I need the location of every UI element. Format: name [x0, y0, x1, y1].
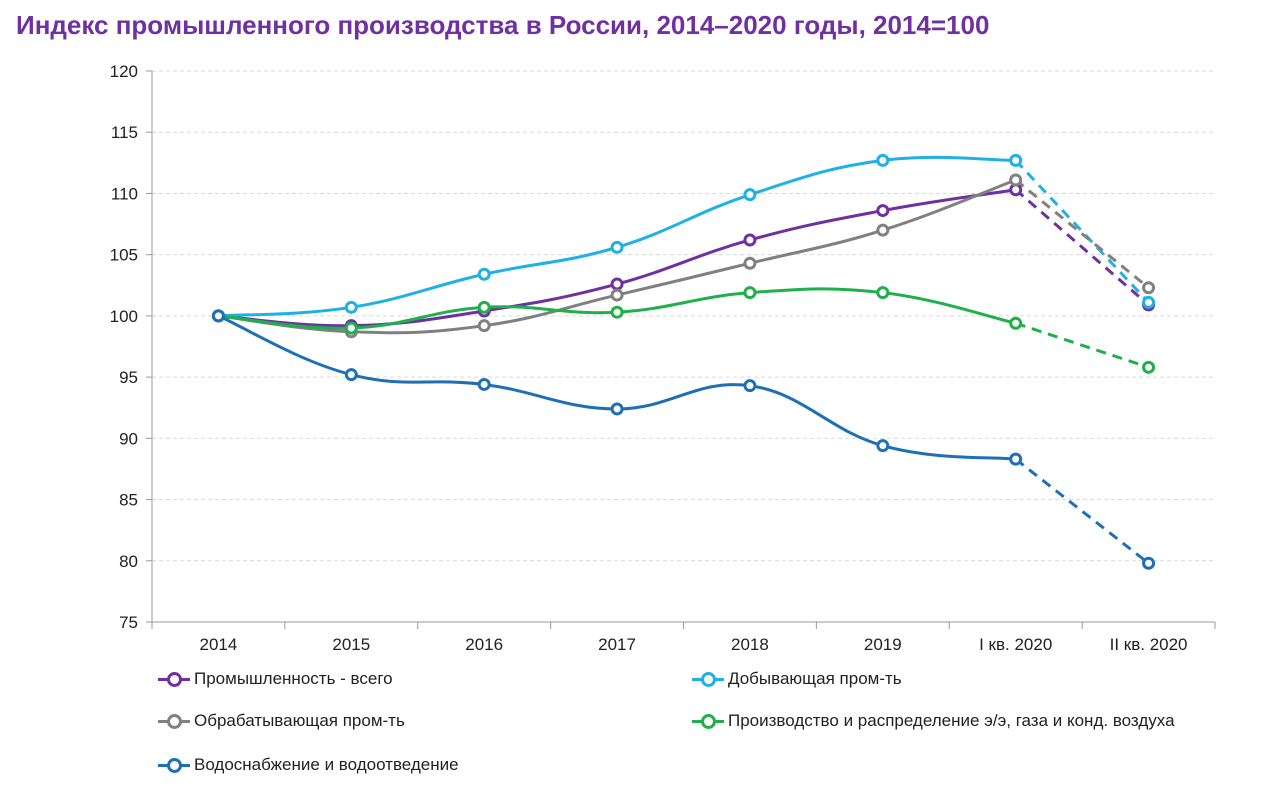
x-tick-label: I кв. 2020 [979, 635, 1052, 654]
data-point [743, 286, 757, 300]
data-point [344, 300, 358, 314]
data-point [610, 240, 624, 254]
data-point [477, 300, 491, 314]
data-point [876, 286, 890, 300]
data-point [876, 153, 890, 167]
data-point [743, 233, 757, 247]
data-point [1142, 281, 1156, 295]
x-tick-label: 2016 [465, 635, 503, 654]
data-point [1142, 295, 1156, 309]
y-tick-label: 105 [110, 246, 138, 265]
data-point [477, 267, 491, 281]
series-line-projection [1014, 159, 1150, 304]
data-point [211, 309, 225, 323]
series-line-projection [1014, 178, 1150, 289]
x-tick-label: 2019 [864, 635, 902, 654]
gridlines [152, 70, 1215, 562]
data-point [743, 256, 757, 270]
data-point [1009, 173, 1023, 187]
y-tick-label: 100 [110, 307, 138, 326]
x-tick-label: 2017 [598, 635, 636, 654]
x-axis-ticks: 2014 2015 2016 2017 2018 2019 I кв. 2020 II кв.… [200, 635, 1188, 654]
x-tick-label: 2014 [200, 635, 238, 654]
series-line [216, 314, 1018, 461]
data-point [1009, 316, 1023, 330]
data-point [1142, 556, 1156, 570]
x-tick-label: 2018 [731, 635, 769, 654]
chart-title: Индекс промышленного производства в Росс… [16, 10, 990, 40]
data-point [610, 402, 624, 416]
data-point [876, 439, 890, 453]
y-axis-ticks: 75 80 85 90 95 100 105 110 115 120 [110, 62, 138, 632]
series-points [211, 153, 1156, 570]
x-tick-label: II кв. 2020 [1110, 635, 1188, 654]
y-tick-label: 115 [111, 123, 138, 142]
axes [146, 70, 1216, 629]
series-line-projection [1014, 457, 1150, 565]
data-point [743, 379, 757, 393]
data-point [477, 319, 491, 333]
data-point [344, 321, 358, 335]
data-point [610, 288, 624, 302]
series-line-projection [1014, 188, 1150, 307]
series-lines [216, 155, 1150, 565]
data-point [876, 204, 890, 218]
y-tick-label: 110 [111, 184, 138, 203]
data-point [477, 377, 491, 391]
y-tick-label: 95 [119, 368, 138, 387]
y-tick-label: 80 [119, 552, 138, 571]
data-point [1142, 360, 1156, 374]
data-point [610, 305, 624, 319]
y-tick-label: 120 [110, 62, 138, 81]
data-point [344, 368, 358, 382]
series-line [216, 188, 1018, 328]
data-point [1009, 153, 1023, 167]
data-point [876, 223, 890, 237]
series-line-projection [1015, 321, 1150, 369]
x-tick-label: 2015 [332, 635, 370, 654]
y-tick-label: 75 [119, 613, 138, 632]
y-tick-label: 85 [119, 491, 138, 510]
data-point [610, 277, 624, 291]
data-point [1009, 452, 1023, 466]
y-tick-label: 90 [119, 429, 138, 448]
data-point [743, 188, 757, 202]
